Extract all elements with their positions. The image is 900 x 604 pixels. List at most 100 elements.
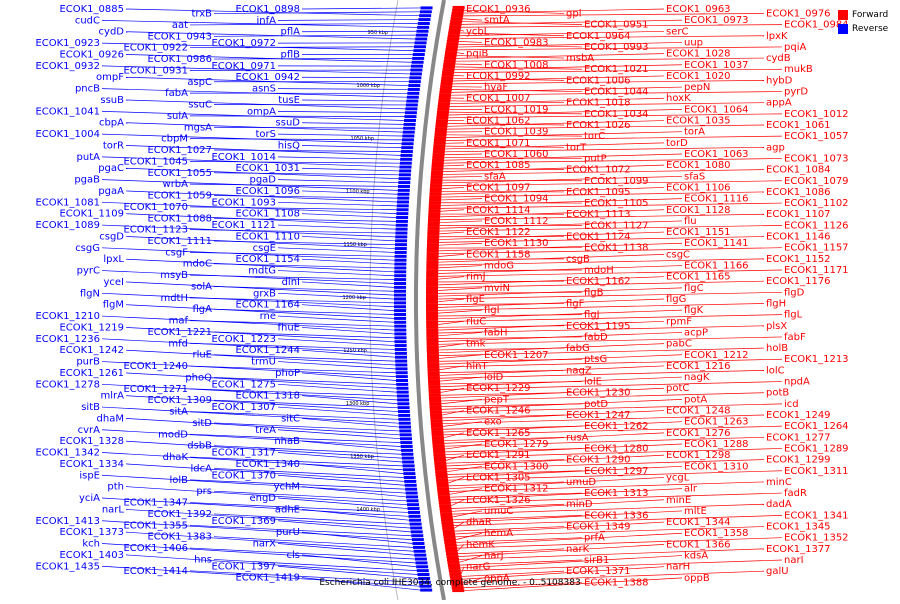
feature-mark <box>401 453 413 456</box>
feature-label: msyB <box>160 270 188 281</box>
feature-label: ECOK1_1309 <box>147 395 212 406</box>
feature-mark <box>408 84 420 87</box>
feature-label: nhaB <box>274 436 300 447</box>
feature-mark <box>427 241 439 244</box>
feature-label: ECOK1_1236 <box>35 334 100 345</box>
feature-mark <box>429 198 441 201</box>
feature-label: ECOK1_1377 <box>766 544 831 555</box>
feature-label: sitC <box>281 413 300 424</box>
feature-mark <box>428 227 440 230</box>
feature-label: ECOK1_1166 <box>684 261 749 272</box>
feature-leader <box>445 444 482 449</box>
feature-label: ECOK1_0976 <box>766 8 831 19</box>
feature-label: ECOK1_1110 <box>235 231 300 242</box>
feature-label: mlrA <box>101 391 125 402</box>
legend-item-forward: Forward <box>838 8 888 22</box>
feature-mark <box>415 41 427 44</box>
feature-mark <box>395 243 407 246</box>
feature-label: ECOK1_1276 <box>666 428 731 439</box>
feature-label: mltE <box>684 506 707 517</box>
feature-mark <box>426 320 438 323</box>
feature-label: narL <box>102 504 125 515</box>
feature-mark <box>451 14 463 17</box>
feature-mark <box>433 445 445 448</box>
feature-leader <box>439 243 482 245</box>
feature-label: csgF <box>165 247 188 258</box>
feature-mark <box>397 204 409 207</box>
feature-mark <box>402 142 414 145</box>
feature-label: ECOK1_1278 <box>35 379 100 390</box>
feature-mark <box>436 482 448 485</box>
feature-mark <box>397 200 409 203</box>
feature-leader <box>438 270 582 271</box>
feature-mark <box>399 169 411 172</box>
feature-mark <box>449 29 461 32</box>
feature-label: solA <box>191 281 212 292</box>
feature-label: exo <box>484 417 502 428</box>
feature-leader <box>302 123 404 125</box>
feature-label: cbpM <box>161 134 188 145</box>
feature-mark <box>438 99 450 102</box>
feature-label: ispE <box>79 470 100 481</box>
feature-leader <box>278 20 418 21</box>
feature-label: pgaB <box>74 175 100 186</box>
feature-mark <box>448 31 460 34</box>
feature-label: ECOK1_1342 <box>35 448 100 459</box>
feature-mark <box>416 30 428 33</box>
feature-label: torS <box>256 129 277 140</box>
feature-mark <box>442 524 454 527</box>
feature-label: narG <box>466 562 490 573</box>
feature-label: ECOK1_1242 <box>59 345 124 356</box>
feature-mark <box>397 197 409 200</box>
feature-mark <box>426 312 438 315</box>
feature-mark <box>450 20 462 23</box>
feature-label: rluC <box>466 316 486 327</box>
feature-label: pgaA <box>98 186 124 197</box>
feature-mark <box>404 480 416 483</box>
feature-label: ECOK1_1213 <box>784 354 849 365</box>
feature-mark <box>426 266 438 269</box>
feature-mark <box>403 131 415 134</box>
feature-mark <box>427 230 439 233</box>
feature-mark <box>431 419 443 422</box>
feature-mark <box>427 258 439 261</box>
feature-mark <box>428 382 440 385</box>
feature-mark <box>434 142 446 145</box>
feature-label: smtA <box>484 15 510 26</box>
feature-label: mviN <box>484 283 510 294</box>
feature-label: ECOK1_1165 <box>666 272 731 283</box>
feature-mark <box>426 281 438 284</box>
feature-leader <box>214 491 407 501</box>
feature-label: pepT <box>484 394 510 405</box>
feature-label: cbpA <box>99 118 124 129</box>
feature-mark <box>394 301 406 304</box>
feature-leader <box>441 199 482 200</box>
feature-mark <box>446 549 458 552</box>
feature-label: ECOK1_1154 <box>235 254 300 265</box>
feature-label: mfd <box>168 338 188 349</box>
feature-mark <box>435 125 447 128</box>
feature-label: ECOK1_1277 <box>766 432 831 443</box>
feature-label: kdsA <box>684 551 708 562</box>
feature-label: ECOK1_0963 <box>666 4 731 15</box>
feature-leader <box>190 525 411 535</box>
feature-mark <box>431 176 443 179</box>
feature-label: flgI <box>484 305 500 316</box>
feature-mark <box>394 313 406 316</box>
feature-mark <box>437 490 449 493</box>
feature-label: acpP <box>684 327 708 338</box>
feature-label: gpl <box>566 8 581 19</box>
feature-mark <box>396 379 408 382</box>
feature-leader <box>302 145 401 147</box>
feature-leader <box>302 77 409 78</box>
feature-mark <box>398 181 410 184</box>
feature-mark <box>426 337 438 340</box>
feature-leader <box>278 225 396 229</box>
feature-mark <box>430 405 442 408</box>
feature-label: narJ <box>484 551 504 562</box>
feature-mark <box>420 589 432 592</box>
feature-mark <box>394 278 406 281</box>
feature-label: fhuE <box>277 322 300 333</box>
feature-leader <box>446 132 682 138</box>
feature-mark <box>436 119 448 122</box>
